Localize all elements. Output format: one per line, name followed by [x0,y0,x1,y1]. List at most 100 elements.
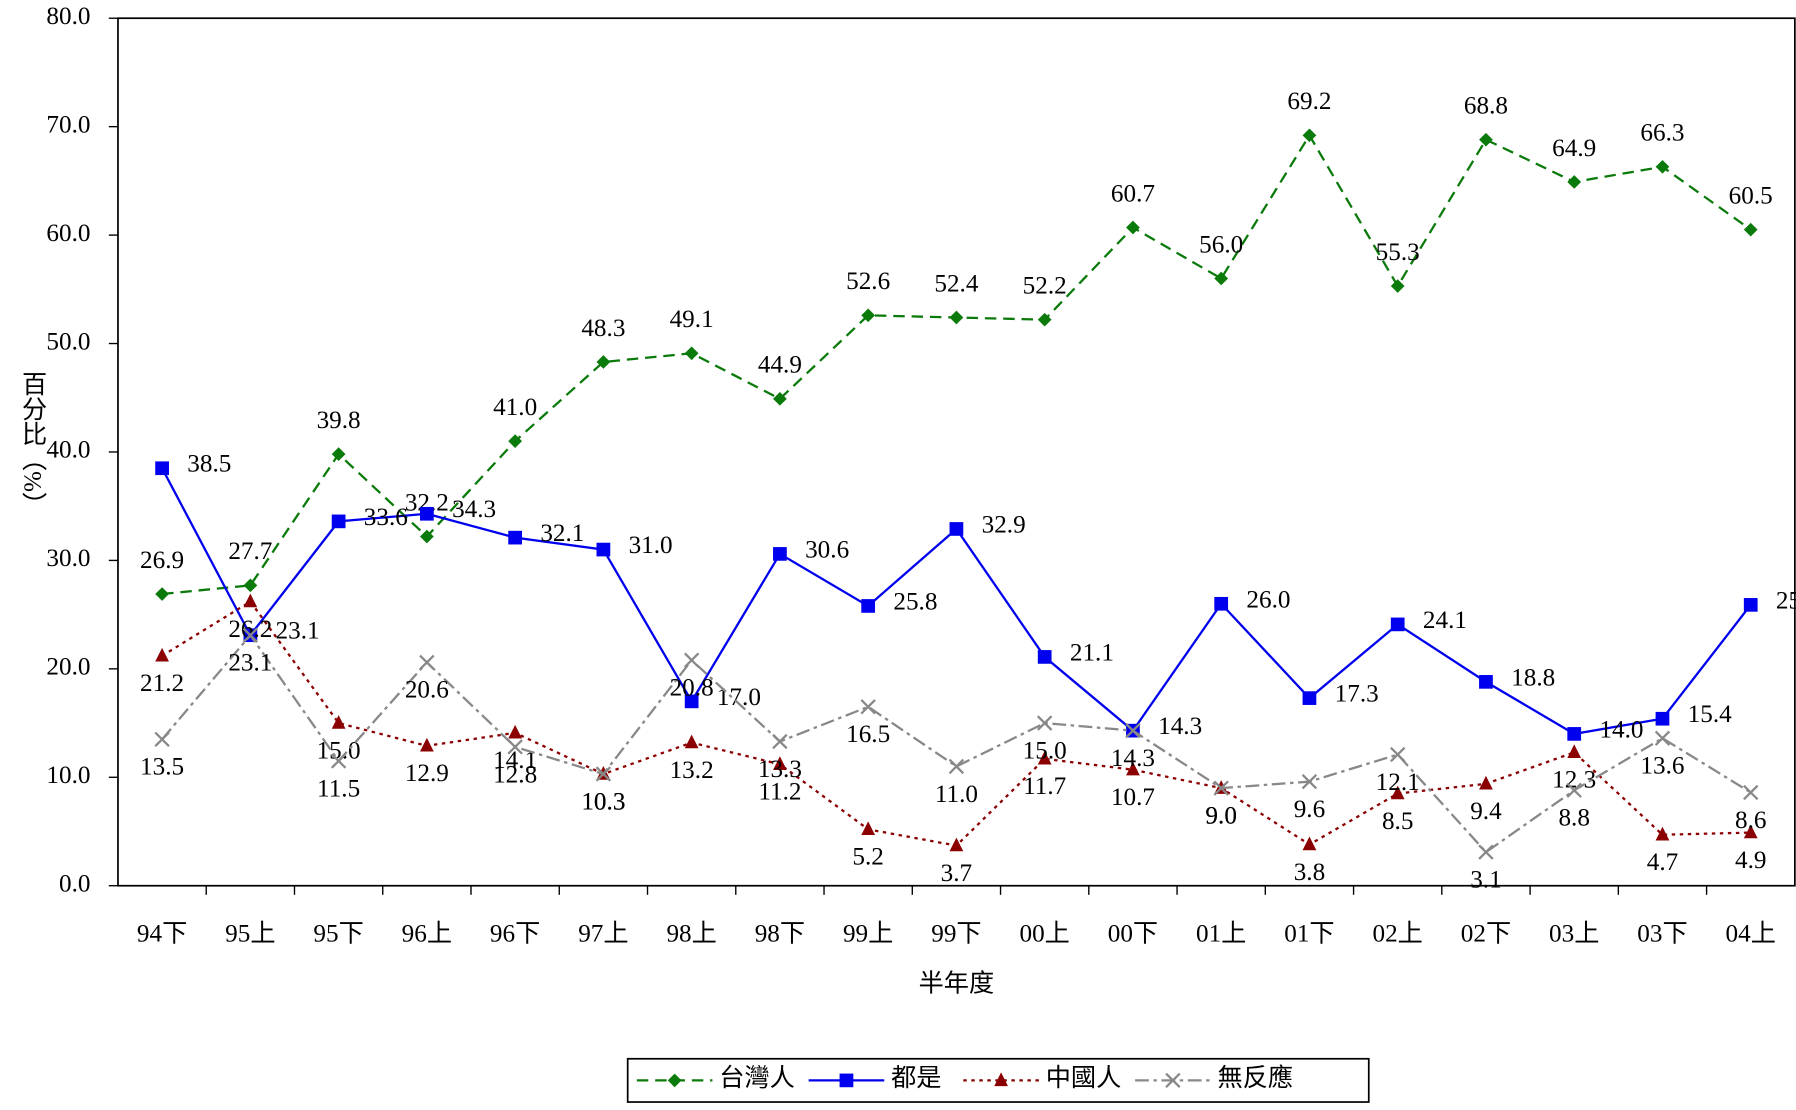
data-label: 23.1 [276,618,320,645]
data-label: 10.3 [581,788,625,815]
marker [1654,730,1671,746]
marker [242,627,259,643]
data-label: 3.7 [941,860,972,887]
marker [596,355,611,369]
data-label: 5.2 [852,844,883,871]
x-tick-label: 00上 [1019,920,1069,948]
y-tick-label: 50.0 [46,328,90,355]
marker [684,734,699,749]
marker [1126,761,1140,776]
x-tick-label: 01下 [1284,921,1334,948]
marker [948,758,965,775]
marker [154,731,170,747]
marker [1743,222,1758,237]
x-tick-label: 02上 [1373,920,1423,948]
marker [155,461,169,476]
legend-label: 都是 [891,1065,941,1092]
marker [1390,617,1405,632]
x-tick-label: 96上 [402,920,452,948]
data-label: 9.4 [1470,798,1502,825]
marker [1301,773,1318,790]
x-tick-label: 96下 [490,921,540,948]
marker [155,647,169,662]
marker [420,737,434,752]
x-tick-label: 04上 [1726,920,1776,948]
marker [1743,784,1759,801]
marker [1165,1072,1181,1089]
data-label: 14.3 [1111,745,1155,772]
data-label: 30.6 [805,536,849,563]
y-tick-label: 40.0 [46,437,90,464]
x-tick-label: 03下 [1637,921,1687,948]
data-label: 9.6 [1294,796,1325,823]
marker [773,547,787,561]
marker [508,530,523,545]
marker [773,756,787,770]
marker [683,652,700,668]
y-tick-label: 70.0 [46,111,90,138]
marker [331,715,346,729]
data-label: 9.0 [1205,803,1236,830]
marker [243,593,258,608]
marker [508,434,523,448]
legend-label: 中國人 [1046,1064,1122,1092]
marker [508,724,523,739]
x-tick-label: 95上 [225,920,275,948]
data-label: 18.8 [1511,664,1555,691]
data-label: 13.3 [758,756,802,783]
data-label: 20.6 [405,677,449,704]
marker [949,522,964,536]
marker [420,506,434,521]
data-label: 64.9 [1552,135,1596,162]
marker [1655,711,1670,726]
y-tick-label: 0.0 [59,871,90,898]
data-label: 21.1 [1070,639,1114,666]
marker [1566,782,1582,798]
marker [860,699,876,715]
plot-frame [117,17,1796,887]
data-label: 13.6 [1640,753,1684,780]
y-tick-label: 20.0 [46,654,90,681]
data-label: 66.3 [1640,120,1684,147]
marker [1655,159,1670,174]
data-label: 56.0 [1199,231,1243,258]
data-label: 23.1 [228,650,272,677]
data-label: 38.5 [187,451,231,478]
x-tick-label: 97上 [578,920,628,948]
data-label: 8.5 [1382,808,1413,835]
marker [1390,279,1405,293]
data-label: 27.7 [228,538,272,565]
marker [1302,691,1317,705]
data-label: 60.5 [1729,183,1773,210]
data-label: 14.0 [1599,716,1643,743]
data-label: 17.0 [717,684,761,711]
marker [155,587,169,601]
marker [773,392,787,406]
marker [1302,836,1317,851]
data-label: 26.2 [228,616,272,643]
data-label: 34.3 [452,496,496,523]
series-line [161,600,1751,847]
marker [1037,312,1052,327]
data-label: 13.2 [670,757,714,784]
data-label: 41.0 [493,394,537,421]
marker [1479,775,1493,790]
data-label: 8.8 [1558,805,1589,832]
marker [507,739,523,755]
data-label: 11.0 [935,781,978,808]
marker [419,654,435,670]
y-tick-label: 30.0 [46,545,90,572]
data-label: 39.8 [317,407,361,434]
marker [1214,271,1229,286]
y-tick-label: 10.0 [46,762,90,789]
marker [330,753,347,769]
data-label: 55.3 [1376,239,1420,266]
data-label: 12.8 [493,761,537,788]
marker [1302,128,1317,143]
marker [861,599,876,613]
marker [1567,744,1582,759]
marker [1479,132,1493,147]
marker [1567,175,1582,189]
data-label: 60.7 [1111,180,1155,207]
y-tick-label: 80.0 [46,3,90,30]
